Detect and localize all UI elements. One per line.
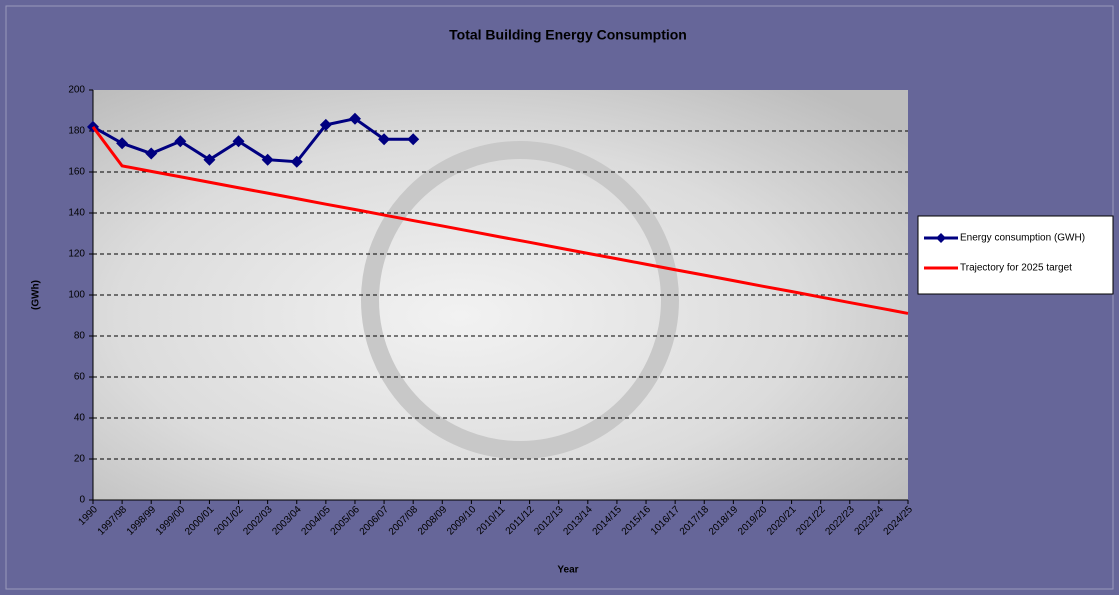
- point-marker: [232, 135, 245, 148]
- y-tick-label: 80: [74, 331, 86, 342]
- series-line: [91, 126, 909, 315]
- point-marker: [116, 137, 129, 150]
- x-axis-title: Year: [557, 565, 578, 576]
- series-line: [92, 117, 414, 164]
- y-tick-label: 0: [79, 495, 85, 506]
- y-tick-label: 180: [68, 126, 85, 137]
- legend: [917, 215, 1114, 295]
- y-tick-label: 100: [68, 290, 85, 301]
- chart-title: Total Building Energy Consumption: [449, 27, 687, 43]
- legend-marker: [936, 233, 946, 243]
- y-tick-label: 140: [68, 208, 85, 219]
- point-marker: [378, 133, 391, 146]
- y-tick-label: 200: [68, 85, 85, 96]
- point-marker: [145, 147, 158, 160]
- legend-label: Energy consumption (GWH): [960, 233, 1085, 244]
- point-marker: [203, 153, 216, 166]
- background-emblem: [361, 141, 679, 459]
- y-tick-label: 60: [74, 372, 86, 383]
- legend-label: Trajectory for 2025 target: [960, 263, 1072, 274]
- y-tick-label: 20: [74, 454, 86, 465]
- point-marker: [348, 112, 361, 125]
- y-axis-title: (GWh): [31, 280, 42, 310]
- y-tick-label: 40: [74, 413, 86, 424]
- point-marker: [319, 118, 332, 131]
- point-marker: [407, 133, 420, 146]
- point-marker: [290, 155, 303, 168]
- point-marker: [174, 135, 187, 148]
- point-marker: [261, 153, 274, 166]
- y-tick-label: 160: [68, 167, 85, 178]
- y-tick-label: 120: [68, 249, 85, 260]
